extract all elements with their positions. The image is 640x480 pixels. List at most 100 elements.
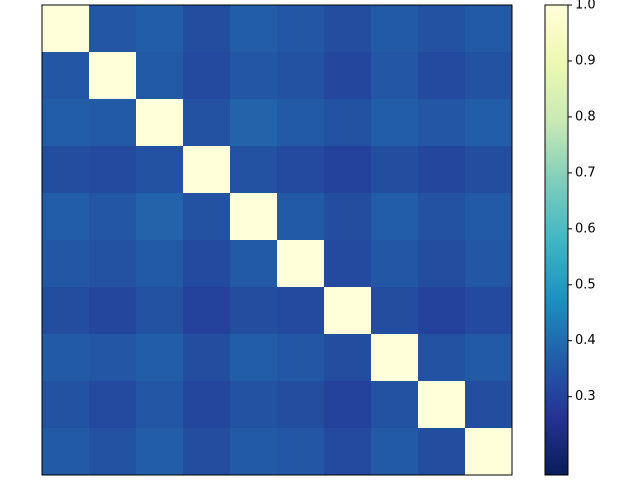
colorbar-tick-label: 0.4	[575, 333, 596, 348]
heat-cell	[136, 52, 184, 100]
heat-cell	[277, 334, 325, 382]
heatmap	[42, 5, 513, 476]
heat-cell	[465, 193, 513, 241]
heat-cell	[136, 287, 184, 335]
heat-cell	[183, 146, 231, 194]
heat-cell	[465, 99, 513, 147]
heat-cell	[277, 428, 325, 476]
heat-cell	[42, 381, 90, 429]
heat-cell	[371, 99, 419, 147]
heat-cell	[183, 5, 231, 53]
heat-cell	[42, 146, 90, 194]
heat-cell	[89, 52, 137, 100]
heat-cell	[89, 5, 137, 53]
heat-cell	[136, 381, 184, 429]
heat-cell	[230, 381, 278, 429]
heat-cell	[324, 381, 372, 429]
colorbar-tick-label: 0.9	[575, 53, 596, 68]
heat-cell	[371, 428, 419, 476]
heat-cell	[183, 381, 231, 429]
heat-cell	[42, 5, 90, 53]
heat-cell	[89, 381, 137, 429]
heat-cell	[42, 240, 90, 288]
heat-cell	[230, 52, 278, 100]
heat-cell	[277, 240, 325, 288]
heat-cell	[324, 146, 372, 194]
heat-cell	[418, 52, 466, 100]
plot-frame	[41, 4, 513, 476]
heat-cell	[418, 287, 466, 335]
heat-cell	[136, 146, 184, 194]
heat-cell	[183, 287, 231, 335]
heat-cell	[324, 240, 372, 288]
colorbar-tick-label: 0.3	[575, 389, 596, 404]
heat-cell	[42, 428, 90, 476]
heat-cell	[89, 428, 137, 476]
heat-cell	[324, 99, 372, 147]
heat-cell	[230, 146, 278, 194]
heat-cell	[324, 334, 372, 382]
heat-cell	[42, 287, 90, 335]
heat-cell	[136, 99, 184, 147]
heat-cell	[277, 381, 325, 429]
colorbar	[544, 4, 569, 476]
heat-cell	[183, 52, 231, 100]
heat-cell	[324, 193, 372, 241]
heat-cell	[42, 52, 90, 100]
heat-cell	[465, 334, 513, 382]
heat-cell	[183, 334, 231, 382]
heat-cell	[465, 381, 513, 429]
colorbar-tick-label: 0.6	[575, 221, 596, 236]
colorbar-tick-label: 1.0	[575, 0, 596, 13]
colorbar-tick-label: 0.5	[575, 277, 596, 292]
heat-cell	[277, 287, 325, 335]
heat-cell	[183, 99, 231, 147]
heat-cell	[230, 5, 278, 53]
heat-cell	[230, 193, 278, 241]
heat-cell	[465, 5, 513, 53]
heat-cell	[371, 240, 419, 288]
heat-cell	[371, 52, 419, 100]
heat-cell	[277, 99, 325, 147]
heat-cell	[418, 428, 466, 476]
heat-cell	[277, 52, 325, 100]
heat-cell	[89, 99, 137, 147]
heat-cell	[418, 381, 466, 429]
heat-cell	[465, 428, 513, 476]
heat-cell	[42, 99, 90, 147]
heat-cell	[89, 287, 137, 335]
heat-cell	[324, 428, 372, 476]
heat-cell	[230, 99, 278, 147]
heat-cell	[371, 287, 419, 335]
heat-cell	[277, 5, 325, 53]
heat-cell	[42, 193, 90, 241]
heat-cell	[465, 146, 513, 194]
heat-cell	[418, 99, 466, 147]
heat-cell	[324, 52, 372, 100]
heat-cell	[136, 428, 184, 476]
heat-cell	[89, 334, 137, 382]
heat-cell	[230, 287, 278, 335]
heat-cell	[89, 193, 137, 241]
heat-cell	[89, 240, 137, 288]
heat-cell	[418, 193, 466, 241]
heat-cell	[230, 428, 278, 476]
heat-cell	[465, 52, 513, 100]
heat-cell	[89, 146, 137, 194]
heat-cell	[183, 428, 231, 476]
heat-cell	[183, 240, 231, 288]
heat-cell	[465, 287, 513, 335]
heat-cell	[371, 5, 419, 53]
heat-cell	[277, 146, 325, 194]
heat-cell	[136, 193, 184, 241]
colorbar-tick-label: 0.8	[575, 109, 596, 124]
heat-cell	[136, 240, 184, 288]
heat-cell	[371, 146, 419, 194]
heat-cell	[371, 193, 419, 241]
heat-cell	[277, 193, 325, 241]
heat-cell	[371, 381, 419, 429]
heat-cell	[324, 287, 372, 335]
colorbar-tick-label: 0.7	[575, 165, 596, 180]
heat-cell	[136, 5, 184, 53]
